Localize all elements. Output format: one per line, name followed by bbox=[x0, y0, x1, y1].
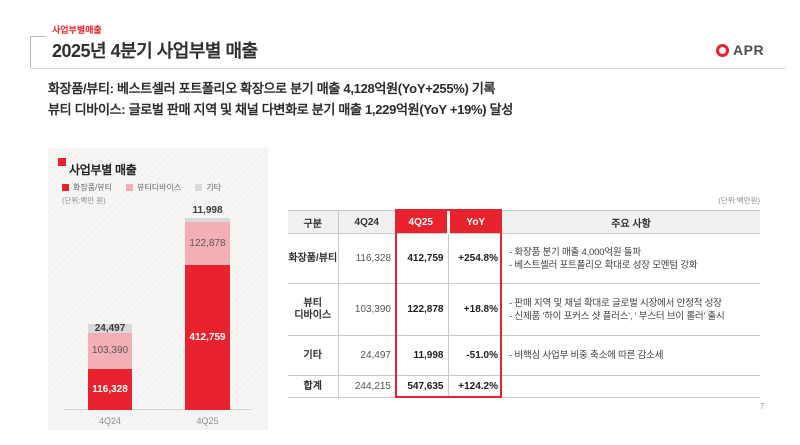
highlight-line-cosmetics: 화장품/뷰티: 베스트셀러 포트폴리오 확장으로 분기 매출 4,128억원(Y… bbox=[48, 81, 496, 96]
bar-value-label: 122,878 bbox=[189, 237, 226, 249]
logo-text: APR bbox=[733, 42, 765, 58]
bar-segment: 122,878 bbox=[185, 222, 230, 265]
bar-segment: 24,497 bbox=[88, 322, 132, 334]
legend-swatch-red bbox=[62, 184, 69, 191]
bar-segment: 412,759 bbox=[185, 265, 230, 410]
legend-label: 화장품/뷰티 bbox=[73, 183, 113, 192]
table-row-total: 합계 244,215 547,635 +124.2% bbox=[288, 375, 760, 398]
note-line: - 신제품 '하이 포커스 샷 플러스', ' 부스터 브이 롤러' 출시 bbox=[509, 310, 725, 322]
bar-value-label: 11,998 bbox=[192, 205, 223, 216]
division-name: 화장품/뷰티 bbox=[288, 252, 338, 264]
highlight-line-devices: 뷰티 디바이스: 글로벌 판매 지역 및 채널 다변화로 분기 매출 1,229… bbox=[48, 102, 513, 117]
stacked-bar-4Q25: 11,998 122,878 412,759 bbox=[185, 206, 230, 410]
chart-legend: 화장품/뷰티 뷰티디바이스 기타 bbox=[62, 182, 221, 193]
col-header-division: 구분 bbox=[288, 210, 338, 234]
col-header-4q25: 4Q25 bbox=[395, 210, 448, 234]
x-axis-label: 4Q25 bbox=[196, 416, 219, 426]
apr-logo: APR bbox=[716, 42, 764, 58]
stacked-bar-plot: 24,497 103,390 116,328 4Q24 11,998 122,878 412… bbox=[48, 148, 268, 430]
bar-segment: 11,998 bbox=[185, 206, 230, 222]
division-name: 뷰티 디바이스 bbox=[294, 297, 332, 321]
revenue-chart-card: 사업부별 매출 화장품/뷰티 뷰티디바이스 기타 (단위:백만 원) 24,49… bbox=[48, 148, 268, 430]
table-row-cosmetics: 화장품/뷰티 116,328 412,759 +254.8% - 화장품 분기 … bbox=[288, 233, 760, 284]
notes-cell: - 판매 지역 및 채널 확대로 글로벌 시장에서 안정적 성장 - 신제품 '… bbox=[502, 284, 760, 336]
notes-cell: - 화장품 분기 매출 4,000억원 돌파 - 베스트셀러 포트폴리오 확대로… bbox=[502, 234, 760, 284]
value-yoy: -51.0% bbox=[447, 335, 502, 376]
chart-unit-label: (단위:백만 원) bbox=[62, 196, 106, 205]
legend-swatch-pink bbox=[126, 184, 134, 191]
page-title: 2025년 4분기 사업부별 매출 bbox=[52, 41, 258, 61]
ring-icon bbox=[716, 43, 729, 57]
highlight-statements: 화장품/뷰티: 베스트셀러 포트폴리오 확장으로 분기 매출 4,128억원(Y… bbox=[48, 78, 513, 120]
bar-segment: 116,328 bbox=[88, 369, 132, 410]
legend-item-devices: 뷰티디바이스 bbox=[126, 182, 181, 193]
x-axis-line bbox=[64, 409, 252, 410]
note-line: - 비핵심 사업부 비중 축소에 따른 감소세 bbox=[509, 350, 664, 361]
x-axis-label: 4Q24 bbox=[98, 416, 122, 426]
notes-cell bbox=[502, 376, 760, 398]
table-row-others: 기타 24,497 11,998 -51.0% - 비핵심 사업부 비중 축소에… bbox=[288, 335, 760, 376]
note-line: - 베스트셀러 포트폴리오 확대로 성장 모멘텀 강화 bbox=[509, 259, 698, 271]
legend-item-cosmetics: 화장품/뷰티 bbox=[62, 182, 112, 193]
note-line: - 판매 지역 및 채널 확대로 글로벌 시장에서 안정적 성장 bbox=[509, 297, 722, 309]
value-4q25: 547,635 bbox=[407, 381, 444, 392]
notes-cell: - 비핵심 사업부 비중 축소에 따른 감소세 bbox=[502, 336, 760, 376]
bar-value-label: 24,497 bbox=[94, 322, 126, 334]
square-bullet-icon bbox=[58, 158, 66, 166]
division-revenue-table: 구분 4Q24 4Q25 YoY 주요 사항 화장품/뷰티 116,328 41… bbox=[288, 210, 760, 398]
value-4q24: 24,497 bbox=[337, 335, 395, 376]
bar-segment: 103,390 bbox=[88, 333, 132, 369]
division-name: 기타 bbox=[303, 349, 322, 361]
value-yoy: +254.8% bbox=[447, 233, 502, 284]
value-yoy: +124.2% bbox=[447, 375, 502, 398]
value-4q25: 11,998 bbox=[413, 350, 444, 361]
corner-bracket-decoration bbox=[30, 36, 46, 68]
header-divider bbox=[30, 68, 786, 69]
legend-label: 뷰티디바이스 bbox=[137, 183, 182, 192]
stacked-bar-4Q24: 24,497 103,390 116,328 bbox=[88, 322, 132, 410]
table-unit-label: (단위:백만원) bbox=[718, 196, 760, 205]
bar-value-label: 116,328 bbox=[92, 383, 128, 395]
table-header-row: 구분 4Q24 4Q25 YoY 주요 사항 bbox=[288, 210, 760, 234]
chart-title: 사업부별 매출 bbox=[69, 163, 137, 177]
value-yoy: +18.8% bbox=[447, 283, 502, 336]
col-header-yoy: YoY bbox=[446, 210, 502, 234]
value-4q25: 122,878 bbox=[407, 304, 444, 315]
col-header-notes: 주요 사항 bbox=[502, 210, 760, 234]
legend-label: 기타 bbox=[206, 183, 221, 192]
division-name: 합계 bbox=[303, 380, 322, 392]
legend-item-others: 기타 bbox=[195, 182, 221, 193]
value-4q25: 412,759 bbox=[407, 253, 444, 264]
chart-title-row: 사업부별 매출 bbox=[58, 157, 137, 178]
note-line: - 화장품 분기 매출 4,000억원 돌파 bbox=[509, 246, 641, 258]
bar-value-label: 103,390 bbox=[91, 345, 129, 356]
value-4q24: 103,390 bbox=[337, 283, 395, 336]
division-table-wrap: 구분 4Q24 4Q25 YoY 주요 사항 화장품/뷰티 116,328 41… bbox=[288, 209, 760, 398]
legend-swatch-gray bbox=[195, 184, 203, 191]
value-4q24: 244,215 bbox=[337, 375, 395, 398]
col-header-4q24: 4Q24 bbox=[337, 210, 395, 234]
page-number: 7 bbox=[760, 402, 765, 411]
value-4q24: 116,328 bbox=[337, 233, 395, 284]
table-row-devices: 뷰티 디바이스 103,390 122,878 +18.8% - 판매 지역 및… bbox=[288, 283, 760, 336]
bar-value-label: 412,759 bbox=[189, 331, 226, 343]
section-eyebrow: 사업부별매출 bbox=[52, 25, 102, 35]
